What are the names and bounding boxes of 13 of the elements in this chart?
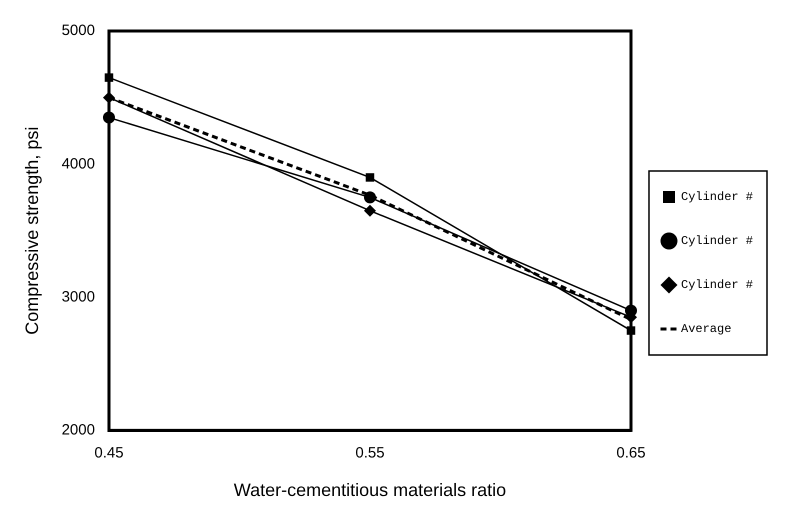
y-tick-label: 4000 xyxy=(62,155,95,172)
legend-label: Cylinder # xyxy=(680,190,754,204)
x-tick-label: 0.65 xyxy=(616,444,646,462)
y-tick-label: 3000 xyxy=(62,288,95,306)
y-tick-label: 2000 xyxy=(62,422,95,439)
x-axis-title: Water-cementitious materials ratio xyxy=(234,480,506,500)
legend-label: Average xyxy=(680,322,732,336)
legend-label: Cylinder # xyxy=(680,278,754,292)
legend-label: Cylinder # xyxy=(680,234,754,248)
y-tick-label: 5000 xyxy=(62,22,95,40)
x-tick-label: 0.45 xyxy=(94,444,124,462)
x-tick-label: 0.55 xyxy=(355,444,385,462)
y-axis-title: Compressive strength, psi xyxy=(22,126,42,335)
